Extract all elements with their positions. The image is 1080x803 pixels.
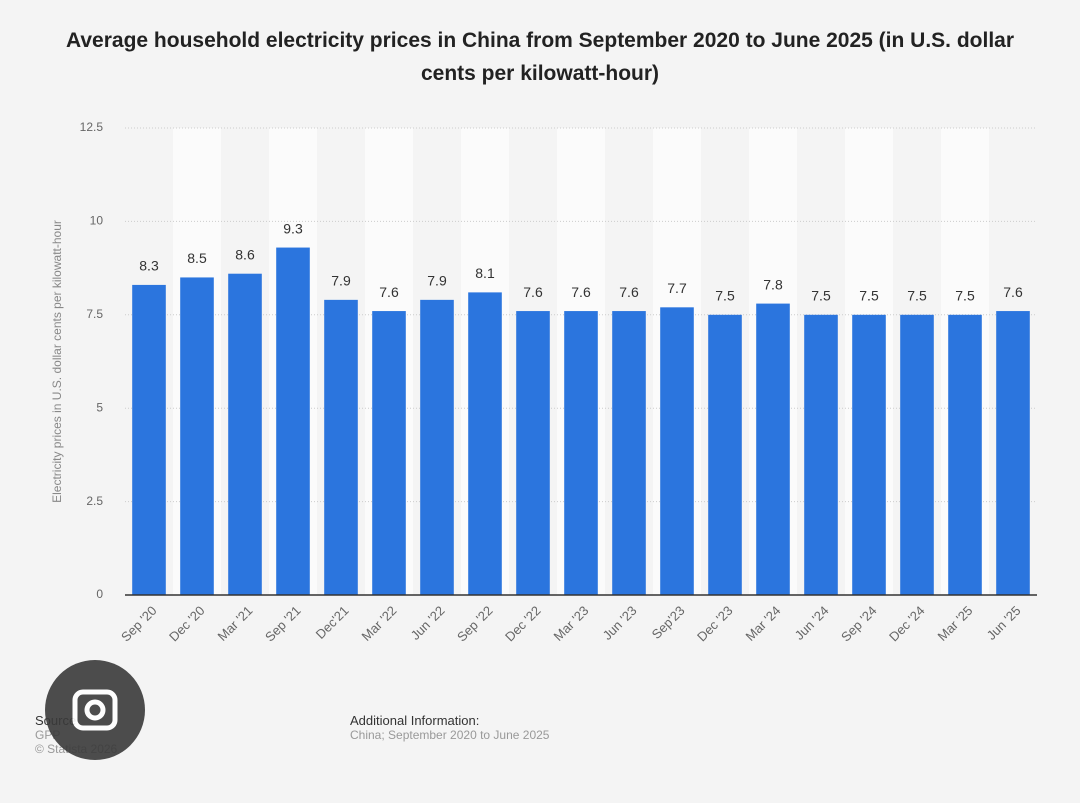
value-label: 8.1 — [475, 265, 495, 281]
info: China; September 2020 to June 2025 — [350, 728, 550, 742]
x-tick-label: Sep '24 — [838, 603, 879, 644]
value-label: 7.5 — [859, 288, 879, 304]
lens-icon[interactable] — [45, 660, 145, 760]
value-label: 7.6 — [1003, 284, 1023, 300]
value-label: 7.6 — [379, 284, 399, 300]
bar — [132, 284, 166, 595]
value-label: 7.9 — [427, 273, 447, 289]
y-tick-label: 2.5 — [86, 494, 103, 508]
bar — [420, 299, 454, 595]
value-label: 7.6 — [571, 284, 591, 300]
bar — [276, 247, 310, 595]
info-title: Additional Information: — [350, 713, 480, 728]
x-tick-label: Jun '23 — [600, 603, 640, 643]
value-label: 8.5 — [187, 250, 207, 266]
x-tick-label: Mar '24 — [743, 603, 784, 644]
bar — [900, 314, 934, 595]
bar — [756, 303, 790, 595]
x-tick-label: Jun '24 — [792, 603, 832, 643]
x-tick-label: Dec '24 — [886, 603, 927, 644]
lens-glyph — [72, 689, 118, 731]
bar — [228, 273, 262, 595]
x-tick-label: Sep '21 — [262, 603, 303, 644]
x-tick-label: Jun '25 — [984, 603, 1024, 643]
x-tick-label: Dec '23 — [694, 603, 735, 644]
bar — [612, 311, 646, 595]
y-tick-label: 12.5 — [80, 120, 104, 134]
x-tick-label: Sep '22 — [454, 603, 495, 644]
x-tick-label: Jun '22 — [408, 603, 448, 643]
chart-title: Average household electricity prices in … — [65, 29, 1014, 85]
info-block: Additional Information: China; September… — [350, 713, 549, 742]
value-label: 7.7 — [667, 280, 687, 296]
x-tick-label: Mar '21 — [215, 603, 256, 644]
bar — [372, 311, 406, 595]
value-label: 7.5 — [715, 288, 735, 304]
y-tick-label: 0 — [96, 587, 103, 601]
x-tick-label: Dec '22 — [502, 603, 543, 644]
x-tick-label: Mar '22 — [359, 603, 400, 644]
value-label: 9.3 — [283, 220, 303, 236]
value-label: 7.9 — [331, 273, 351, 289]
y-tick-label: 10 — [90, 214, 104, 228]
x-tick-label: Mar '25 — [935, 603, 976, 644]
bar — [180, 277, 214, 595]
value-label: 7.6 — [523, 284, 543, 300]
bar — [324, 299, 358, 595]
value-label: 7.8 — [763, 276, 783, 292]
x-tick-label: Sep '20 — [118, 603, 159, 644]
bar — [468, 292, 502, 595]
value-label: 7.5 — [811, 288, 831, 304]
x-tick-label: Mar '23 — [551, 603, 592, 644]
value-label: 7.5 — [907, 288, 927, 304]
bar — [564, 311, 598, 595]
bar — [516, 311, 550, 595]
bar — [996, 311, 1030, 595]
x-tick-label: Sep'23 — [649, 603, 688, 642]
x-tick-label: Dec'21 — [313, 603, 352, 642]
value-label: 7.6 — [619, 284, 639, 300]
bar — [708, 314, 742, 595]
x-tick-label: Dec '20 — [166, 603, 207, 644]
bar — [948, 314, 982, 595]
value-label: 7.5 — [955, 288, 975, 304]
bar — [804, 314, 838, 595]
y-tick-label: 5 — [96, 400, 103, 414]
y-axis-label: Electricity prices in U.S. dollar cents … — [50, 220, 64, 503]
value-label: 8.6 — [235, 246, 255, 262]
bar — [660, 307, 694, 595]
bar — [852, 314, 886, 595]
y-tick-label: 7.5 — [86, 307, 103, 321]
value-label: 8.3 — [139, 258, 159, 274]
